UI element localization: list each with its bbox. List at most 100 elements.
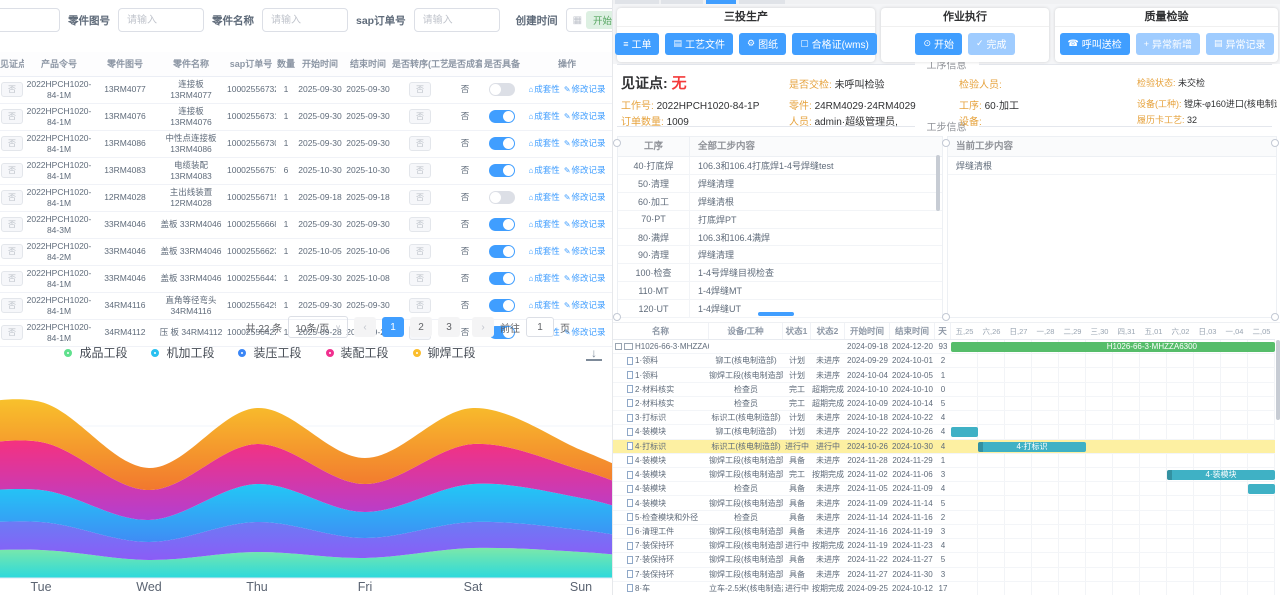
process-step-row[interactable]: 110·MT 1-4焊缝MT	[618, 282, 942, 301]
tab-3[interactable]	[739, 0, 785, 4]
gantt-task-row[interactable]: 4·装模块 铆焊工段(核电制造部) 具备 未进序 2024-11-28 2024-11-2…	[613, 453, 951, 468]
kitting-link[interactable]: ⌂成套性	[528, 111, 560, 121]
legend-item-4[interactable]: 铆焊工段	[412, 344, 476, 361]
gantt-vertical-scrollbar[interactable]	[1276, 340, 1280, 420]
kitting-link[interactable]: ⌂成套性	[528, 219, 560, 229]
table-row[interactable]: 否 2022HPCH1020-84-1M 13RM4076 连接板 13RM4076 1…	[0, 103, 612, 131]
resize-handle[interactable]	[1271, 313, 1279, 321]
gantt-task-row[interactable]: 4·装模块 检查员 具备 未进序 2024-11-05 2024-11-09 4	[613, 482, 951, 497]
table-row[interactable]: 否 2022HPCH1020-84-1M 13RM4083 电缆装配 13RM4083…	[0, 157, 612, 185]
table-row[interactable]: 否 2022HPCH1020-84-1M 12RM4028 主出线装置 12RM402…	[0, 184, 612, 212]
top-tab-strip[interactable]	[613, 0, 1280, 4]
tab-1[interactable]	[661, 0, 703, 4]
ready-toggle[interactable]	[489, 218, 515, 231]
gantt-task-row[interactable]: 7·装保持环 铆焊工段(核电制造部) 进行中 按期完成 2024-11-19 2024-1…	[613, 539, 951, 554]
table-row[interactable]: 否 2022HPCH1020-84-1M 33RM4046 盖板 33RM4046 10…	[0, 265, 612, 293]
legend-item-3[interactable]: 装配工段	[325, 344, 389, 361]
gantt-task-row[interactable]: 1·领料 铆工(核电制造部) 计划 未进序 2024-09-29 2024-10-01 2	[613, 354, 951, 369]
ready-toggle[interactable]	[489, 137, 515, 150]
active-tab[interactable]	[706, 0, 736, 4]
process-step-row[interactable]: 40·打底焊 106.3和106.4打底焊1-4号焊缝test	[618, 157, 942, 175]
next-page-button[interactable]: ›	[472, 317, 494, 337]
gantt-task-row[interactable]: 7·装保持环 铆焊工段(核电制造部) 具备 未进序 2024-11-27 2024-11-…	[613, 567, 951, 582]
kitting-link[interactable]: ⌂成套性	[528, 246, 560, 256]
page-button-2[interactable]: 2	[410, 317, 432, 337]
start-date-placeholder[interactable]: 开始日期	[586, 11, 612, 29]
edit-record-link[interactable]: ✎修改记录	[563, 273, 606, 283]
legend-item-0[interactable]: 成品工段	[64, 344, 127, 361]
steps-horizontal-scrollbar[interactable]	[758, 312, 794, 316]
edit-record-link[interactable]: ✎修改记录	[563, 138, 606, 148]
ready-toggle[interactable]	[489, 83, 515, 96]
process-step-row[interactable]: 80·满焊 106.3和106.4满焊	[618, 228, 942, 247]
kitting-link[interactable]: ⌂成套性	[528, 273, 560, 283]
kitting-link[interactable]: ⌂成套性	[528, 192, 560, 202]
ready-toggle[interactable]	[489, 245, 515, 258]
legend-item-1[interactable]: 机加工段	[151, 344, 214, 361]
resize-handle[interactable]	[942, 139, 950, 147]
edit-record-link[interactable]: ✎修改记录	[563, 111, 606, 121]
ready-toggle[interactable]	[489, 272, 515, 285]
图纸-button[interactable]: ⚙ 图纸	[738, 32, 787, 55]
filter-input-2[interactable]	[413, 8, 500, 32]
gantt-group-bar[interactable]: H1026-66-3·MHZZA6300	[951, 342, 1275, 352]
工单-button[interactable]: ≡ 工单	[615, 32, 660, 55]
table-row[interactable]: 否 2022HPCH1020-84-1M 13RM4077 连接板 13RM4077 1…	[0, 76, 612, 104]
gantt-task-row[interactable]: 7·装保持环 铆焊工段(核电制造部) 具备 未进序 2024-11-22 2024-11-…	[613, 553, 951, 568]
合格证(wms)-button[interactable]: ▢ 合格证(wms)	[792, 32, 877, 55]
process-step-row[interactable]: 100·检查 1-4号焊缝目视检查	[618, 264, 942, 283]
开始-button[interactable]: ⊙ 开始	[915, 32, 962, 55]
edit-record-link[interactable]: ✎修改记录	[563, 84, 606, 94]
gantt-task-row[interactable]: 4·打标识 标识工(核电制造部) 进行中 进行中 2024-10-26 2024-10-3…	[613, 439, 951, 454]
工艺文件-button[interactable]: ▤ 工艺文件	[665, 32, 733, 55]
process-step-row[interactable]: 90·清理 焊缝清理	[618, 246, 942, 265]
异常记录-button[interactable]: ▤ 异常记录	[1205, 32, 1274, 55]
page-size-select[interactable]: 10条/页 ∨	[288, 316, 348, 338]
gantt-task-row[interactable]: 6·清理工件 铆焊工段(核电制造部) 具备 未进序 2024-11-16 2024-11-…	[613, 524, 951, 540]
page-button-3[interactable]: 3	[438, 317, 460, 337]
resize-handle[interactable]	[1271, 139, 1279, 147]
ready-toggle[interactable]	[489, 299, 515, 312]
gantt-task-row[interactable]: 5·检查模块和外径 检查员 具备 未进序 2024-11-14 2024-11-16 2	[613, 510, 951, 525]
完成-button[interactable]: ✓ 完成	[968, 32, 1015, 55]
gantt-task-row[interactable]: 1·领料 铆焊工段(核电制造部) 计划 未进序 2024-10-04 2024-10-05…	[613, 368, 951, 383]
table-row[interactable]: 否 2022HPCH1020-84-1M 34RM4116 直角等径弯头 34RM41…	[0, 292, 612, 320]
edit-record-link[interactable]: ✎修改记录	[563, 192, 606, 202]
process-step-row[interactable]: 60·加工 焊缝清根	[618, 192, 942, 211]
gantt-task-row[interactable]: 2·材料核实 检查员 完工 超期完成 2024-10-10 2024-10-10 0	[613, 382, 951, 397]
gantt-task-bar[interactable]: 4·打标识	[978, 441, 1086, 452]
edit-record-link[interactable]: ✎修改记录	[563, 219, 606, 229]
gantt-task-row[interactable]: 4·装模块 铆焊工段(核电制造部) 具备 未进序 2024-11-09 2024-11-1…	[613, 496, 951, 511]
process-step-row[interactable]: 70·PT 打底焊PT	[618, 210, 942, 229]
ready-toggle[interactable]	[489, 326, 515, 339]
goto-page-input[interactable]	[526, 317, 554, 337]
unlabeled-filter-input[interactable]	[0, 8, 60, 32]
collapse-icon[interactable]: −	[615, 343, 622, 351]
gantt-task-row[interactable]: 4·装模块 铆工(核电制造部) 计划 未进序 2024-10-22 2024-10-26 4	[613, 425, 951, 440]
download-icon[interactable]: ↓	[586, 347, 602, 364]
gantt-task-row[interactable]: 8·车立车-2.5米(核电制造部)进行中按期完成2024-09-252024-1…	[613, 581, 951, 595]
gantt-task-row[interactable]: 3·打标识 标识工(核电制造部) 计划 未进序 2024-10-18 2024-10-22…	[613, 411, 951, 426]
ready-toggle[interactable]	[489, 110, 515, 123]
kitting-link[interactable]: ⌂成套性	[528, 165, 560, 175]
page-button-1[interactable]: 1	[382, 317, 404, 337]
steps-vertical-scrollbar[interactable]	[936, 155, 940, 211]
table-row[interactable]: 否 2022HPCH1020-84-1M 13RM4086 中性点连接板 13RM40…	[0, 130, 612, 158]
kitting-link[interactable]: ⌂成套性	[528, 300, 560, 310]
table-row[interactable]: 否 2022HPCH1020-84-3M 33RM4046 盖板 33RM4046 10…	[0, 211, 612, 239]
异常新增-button[interactable]: + 异常新增	[1135, 32, 1200, 55]
tab-0[interactable]	[615, 0, 659, 4]
date-range-picker[interactable]: ▦开始日期-结束日期	[565, 8, 612, 32]
gantt-task-bar[interactable]: 4·装模块	[1167, 469, 1275, 480]
呼叫送检-button[interactable]: ☎ 呼叫送检	[1059, 32, 1130, 55]
gantt-task-row[interactable]: 2·材料核实 检查员 完工 超期完成 2024-10-09 2024-10-14 5	[613, 396, 951, 412]
edit-record-link[interactable]: ✎修改记录	[563, 300, 606, 310]
gantt-task-bar[interactable]	[1248, 484, 1275, 495]
gantt-task-bar[interactable]	[951, 427, 978, 438]
filter-input-0[interactable]	[118, 8, 204, 32]
gantt-task-row[interactable]: 4·装模块 铆焊工段(核电制造部) 完工 按期完成 2024-11-02 2024-11-…	[613, 467, 951, 483]
filter-input-1[interactable]	[262, 8, 348, 32]
edit-record-link[interactable]: ✎修改记录	[563, 246, 606, 256]
edit-record-link[interactable]: ✎修改记录	[563, 327, 606, 337]
resize-handle[interactable]	[942, 313, 950, 321]
